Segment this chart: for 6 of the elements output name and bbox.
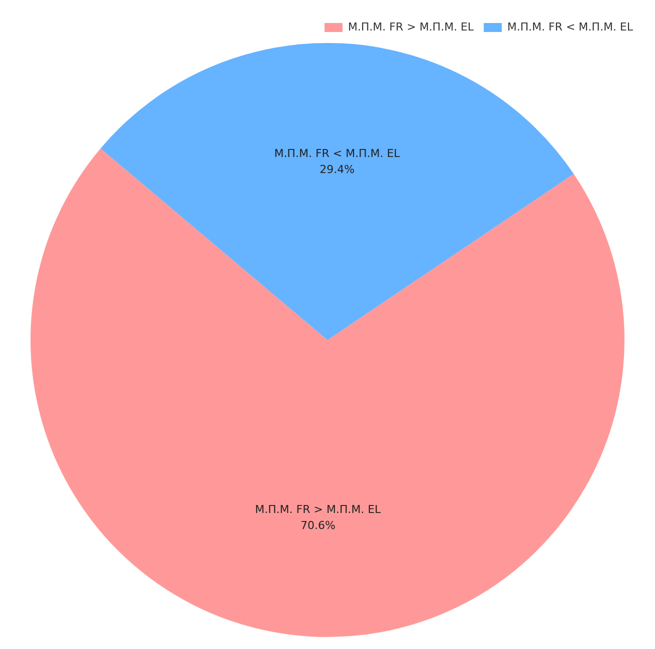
slice-label: Μ.Π.Μ. FR > Μ.Π.Μ. EL [255,502,382,516]
data-label: 29.4% [320,162,355,176]
data-label: 70.6% [300,518,336,532]
slice-label: Μ.Π.Μ. FR < Μ.Π.Μ. EL [274,146,401,160]
legend-label: Μ.Π.Μ. FR > Μ.Π.Μ. EL [348,20,475,34]
legend-label: Μ.Π.Μ. FR < Μ.Π.Μ. EL [507,20,634,34]
